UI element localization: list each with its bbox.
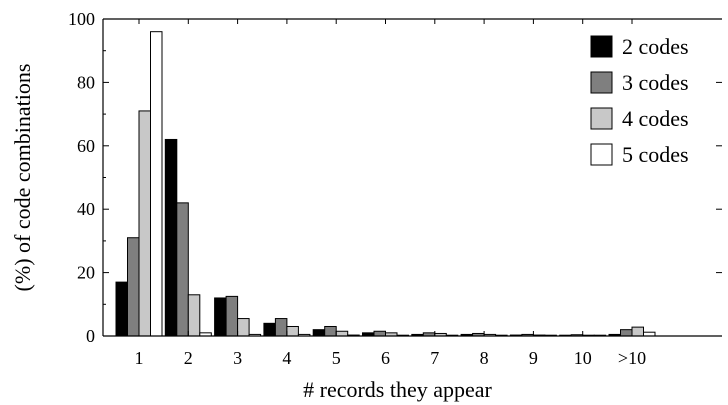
bar-2codes-5 (312, 329, 326, 337)
bars-group (115, 31, 656, 337)
x-tick-label-1: 1 (135, 348, 144, 368)
x-axis-label: # records they appear (303, 377, 492, 402)
bar-5codes-1 (150, 31, 163, 337)
x-tick-label-5: 5 (332, 348, 341, 368)
legend-label-5codes: 5 codes (622, 142, 689, 167)
bar-4codes-3 (237, 318, 250, 337)
y-ticks-group: 0 20 40 60 80 100 (68, 9, 722, 346)
x-tick-label-10: 10 (574, 348, 592, 368)
bar-3codes-gt10 (620, 329, 633, 337)
x-ticks-group: 1 2 3 4 5 6 7 8 9 10 >10 (135, 19, 646, 368)
y-tick-label-100: 100 (68, 9, 95, 29)
bar-4codes-4 (286, 325, 299, 337)
bar-3codes-2 (176, 202, 189, 337)
y-tick-label-0: 0 (86, 326, 95, 346)
x-tick-label-8: 8 (480, 348, 489, 368)
y-tick-label-40: 40 (77, 199, 95, 219)
legend: 2 codes 3 codes 4 codes 5 codes (590, 34, 689, 167)
bar-3codes-1 (127, 237, 140, 337)
y-tick-label-80: 80 (77, 72, 95, 92)
legend-label-3codes: 3 codes (622, 70, 689, 95)
legend-swatch-4codes (590, 107, 613, 130)
bar-4codes-5 (335, 330, 349, 337)
legend-label-4codes: 4 codes (622, 106, 689, 131)
bar-2codes-3 (214, 297, 227, 337)
legend-swatch-5codes (590, 143, 613, 166)
y-tick-label-20: 20 (77, 263, 95, 283)
bar-2codes-1 (115, 281, 128, 337)
legend-swatch-3codes (590, 71, 613, 94)
bar-3codes-6 (373, 330, 386, 337)
legend-label-2codes: 2 codes (622, 34, 689, 59)
y-tick-label-60: 60 (77, 136, 95, 156)
x-tick-label-2: 2 (184, 348, 193, 368)
y-axis-label: (%) of code combinations (10, 64, 35, 292)
bar-4codes-2 (187, 294, 201, 337)
legend-swatch-2codes (590, 35, 613, 58)
x-tick-label-3: 3 (233, 348, 242, 368)
bar-4codes-1 (138, 110, 151, 337)
bar-3codes-4 (274, 318, 288, 337)
bar-4codes-gt10 (631, 326, 644, 337)
bar-2codes-2 (164, 138, 178, 337)
x-tick-label-4: 4 (282, 348, 291, 368)
x-tick-label-7: 7 (430, 348, 439, 368)
bar-3codes-5 (324, 325, 337, 337)
x-tick-label-9: 9 (529, 348, 538, 368)
axes-group (102, 18, 722, 337)
bar-3codes-3 (225, 295, 239, 337)
bar-2codes-4 (263, 322, 276, 337)
x-tick-label-gt10: >10 (618, 348, 646, 368)
x-tick-label-6: 6 (381, 348, 390, 368)
